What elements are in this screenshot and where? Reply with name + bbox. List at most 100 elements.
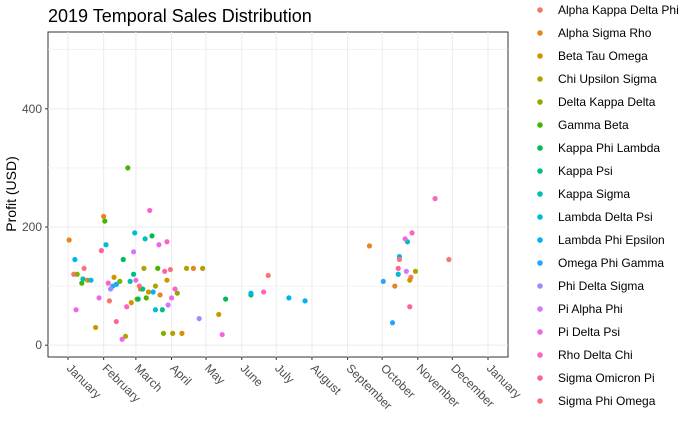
point-s14-2 (119, 336, 125, 342)
chart-title: 2019 Temporal Sales Distribution (48, 6, 312, 26)
point-s16-4 (407, 304, 413, 310)
point-s14-7 (219, 331, 225, 338)
point-s14-0 (73, 307, 79, 313)
point-s1-2 (101, 213, 107, 219)
legend-swatch-15 (537, 352, 543, 358)
point-s13-0 (165, 302, 171, 308)
x-tick-label-4: May (202, 361, 228, 387)
point-s9-4 (395, 271, 401, 277)
point-s9-3 (152, 307, 159, 313)
legend-swatch-11 (537, 260, 543, 266)
legend-swatch-1 (537, 30, 543, 36)
point-s14-3 (133, 277, 139, 283)
point-s13-2 (403, 268, 409, 274)
point-s3-1 (141, 265, 147, 271)
legend-swatch-12 (537, 283, 543, 289)
point-s14-6 (402, 236, 408, 242)
point-s14-1 (96, 295, 102, 301)
point-s13-1 (130, 249, 137, 255)
point-s4-4 (174, 290, 180, 296)
x-tick-label-6: July (272, 361, 297, 386)
legend-swatch-6 (537, 145, 543, 151)
legend-label-3: Chi Upsilon Sigma (558, 72, 657, 86)
point-s15-0 (105, 280, 111, 286)
point-s15-2 (147, 207, 153, 214)
point-s1-6 (366, 243, 373, 249)
plot-panel (47, 31, 509, 358)
point-s7-1 (140, 286, 146, 292)
legend-swatch-2 (537, 53, 543, 59)
point-s3-3 (170, 330, 176, 336)
legend-label-10: Lambda Phi Epsilon (558, 233, 665, 247)
legend-swatch-0 (537, 7, 543, 13)
point-s12-0 (196, 315, 202, 322)
point-s3-4 (183, 265, 190, 271)
point-s0-2 (265, 272, 271, 279)
point-s3-6 (412, 268, 419, 274)
point-s6-1 (135, 296, 141, 302)
point-s2-0 (93, 324, 99, 331)
x-tick-label-0: January (64, 361, 104, 401)
point-s8-2 (142, 236, 148, 242)
point-s17-0 (81, 265, 87, 271)
point-s5-4 (155, 265, 161, 271)
point-s0-1 (106, 298, 113, 304)
x-tick-label-5: June (238, 361, 267, 390)
legend-label-0: Alpha Kappa Delta Phi (558, 3, 679, 17)
point-s2-7 (407, 277, 413, 283)
legend-label-7: Kappa Psi (558, 164, 613, 178)
point-s2-5 (179, 330, 185, 336)
legend-label-16: Sigma Omicron Pi (558, 371, 655, 385)
legend-swatch-17 (537, 398, 543, 404)
point-s4-3 (160, 330, 167, 336)
point-s15-5 (261, 289, 267, 295)
point-s5-2 (125, 165, 131, 171)
point-s2-4 (164, 277, 170, 283)
x-tick-label-3: April (167, 361, 194, 388)
data-points (66, 165, 452, 342)
point-s7-2 (159, 307, 165, 313)
point-s6-3 (223, 296, 229, 302)
legend-label-4: Delta Kappa Delta (558, 95, 656, 109)
legend-label-2: Beta Tau Omega (558, 49, 648, 63)
point-s2-3 (145, 289, 152, 295)
legend-label-8: Kappa Sigma (558, 187, 630, 201)
y-tick-label-1: 200 (22, 220, 42, 234)
legend-label-15: Rho Delta Chi (558, 348, 633, 362)
point-s2-1 (111, 274, 117, 280)
point-s2-6 (216, 311, 222, 318)
point-s0-4 (446, 256, 452, 263)
legend-label-5: Gamma Beta (558, 118, 629, 132)
point-s10-0 (72, 256, 78, 263)
point-s17-3 (396, 256, 402, 263)
point-s16-0 (98, 248, 104, 254)
point-s11-1 (380, 278, 386, 284)
legend-swatch-5 (537, 122, 543, 128)
legend-swatch-8 (537, 191, 543, 197)
legend-label-11: Omega Phi Gamma (558, 256, 664, 270)
legend-swatch-16 (537, 375, 543, 381)
point-s7-0 (130, 271, 137, 277)
legend-swatch-9 (537, 214, 543, 220)
point-s14-5 (168, 295, 175, 301)
point-s10-4 (286, 295, 292, 301)
point-s5-3 (143, 295, 149, 301)
legend-label-17: Sigma Phi Omega (558, 394, 656, 408)
point-s15-7 (432, 196, 438, 202)
point-s2-2 (128, 300, 134, 306)
legend-label-12: Phi Delta Sigma (558, 279, 644, 293)
point-s3-2 (152, 283, 159, 289)
point-s3-0 (122, 333, 129, 339)
legend-label-9: Lambda Delta Psi (558, 210, 653, 224)
point-s5-1 (102, 218, 108, 224)
x-tick-label-7: August (308, 361, 345, 398)
point-s10-3 (248, 290, 254, 296)
legend-swatch-13 (537, 306, 543, 312)
point-s1-4 (157, 292, 163, 298)
legend-swatch-3 (537, 76, 543, 82)
y-axis: 0 200 400 (22, 102, 48, 352)
legend-swatch-10 (537, 237, 543, 243)
point-s17-2 (167, 266, 174, 273)
